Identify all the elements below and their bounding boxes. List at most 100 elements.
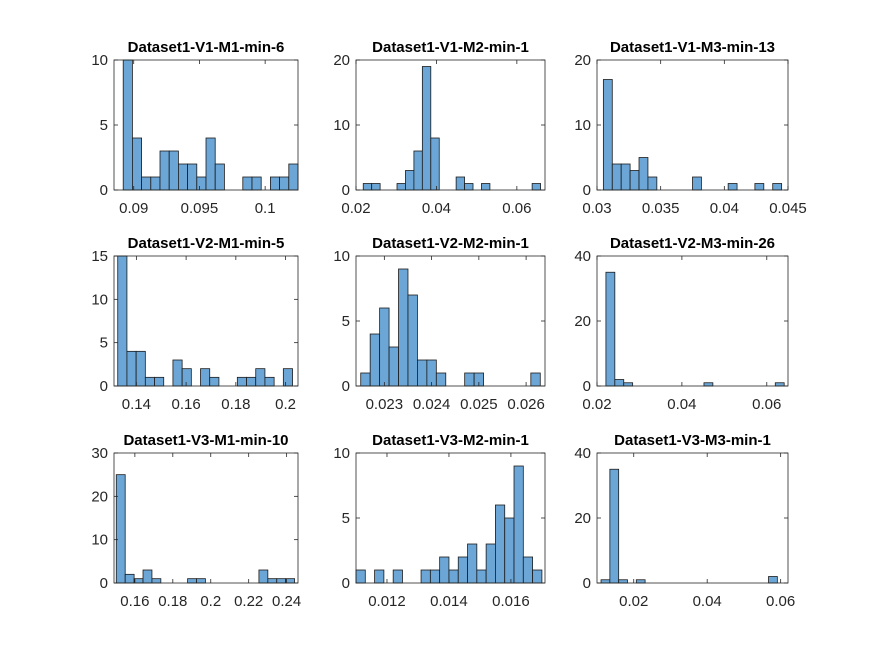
histogram-bar — [141, 176, 152, 191]
histogram-bar — [258, 569, 269, 584]
histogram-bar — [485, 543, 496, 584]
histogram-bar — [774, 382, 785, 387]
histogram-bar — [168, 150, 179, 191]
x-tick-label: 0.1 — [255, 200, 276, 217]
subplot-title: Dataset1-V2-M1-min-5 — [128, 235, 285, 252]
histogram-bar — [611, 163, 622, 191]
histogram-bar — [638, 157, 649, 191]
x-tick-label: 0.24 — [272, 593, 301, 610]
histogram-bar — [727, 183, 738, 191]
histogram-bar — [464, 183, 474, 191]
y-tick-label: 0 — [342, 378, 350, 395]
histogram-bar — [177, 163, 188, 191]
subplot-1: 0.09 0.095 0.1 0 5 10 Dataset1-V1-M1-min-6 — [91, 39, 299, 217]
x-tick-label: 0.18 — [158, 593, 187, 610]
histogram-bar — [236, 376, 247, 387]
y-tick-label: 10 — [333, 248, 350, 265]
y-tick-label: 10 — [91, 291, 108, 308]
y-tick-label: 20 — [333, 52, 350, 69]
x-tick-label: 0.16 — [172, 396, 201, 413]
histogram-bar — [618, 579, 628, 584]
histogram-bar — [279, 176, 290, 191]
histogram-bar — [439, 556, 450, 584]
histogram-bar — [768, 576, 778, 584]
histogram-bar — [117, 255, 128, 387]
histogram-bar — [122, 59, 133, 191]
histogram-bar — [255, 368, 266, 387]
histogram-bar — [214, 163, 225, 191]
histogram-bar — [629, 170, 640, 191]
histogram-bar — [144, 376, 155, 387]
y-tick-label: 0 — [342, 575, 350, 592]
histogram-bar — [420, 569, 431, 584]
histogram-bar — [205, 137, 216, 191]
histogram-bar — [417, 359, 428, 387]
x-tick-label: 0.03 — [582, 200, 611, 217]
y-tick-label: 0 — [583, 378, 591, 395]
histogram-bar — [246, 376, 257, 387]
y-tick-label: 5 — [342, 313, 350, 330]
histogram-bar — [196, 578, 206, 584]
subplot-2: 0.02 0.04 0.06 0 10 20 Dataset1-V1-M2-min-1 — [333, 39, 546, 217]
x-tick-label: 0.2 — [200, 593, 221, 610]
y-tick-label: 15 — [91, 248, 108, 265]
histogram-bar — [600, 579, 611, 584]
histogram-bar — [288, 163, 299, 191]
subplot-3: 0.03 0.035 0.04 0.045 0 10 20 Dataset1-V1-M3-mi… — [574, 39, 806, 217]
histogram-bar — [196, 176, 207, 191]
subplot-9: 0.02 0.04 0.06 0 20 40 Dataset1-V3-M3-min-1 — [574, 432, 795, 610]
plot-area — [597, 453, 788, 583]
histogram-bar — [481, 183, 491, 191]
histogram-bar — [605, 271, 616, 387]
histogram-bar — [276, 578, 287, 584]
histogram-bar — [371, 183, 381, 191]
y-tick-label: 5 — [100, 335, 108, 352]
x-tick-label: 0.16 — [120, 593, 149, 610]
x-tick-label: 0.18 — [221, 396, 250, 413]
y-tick-label: 10 — [574, 117, 591, 134]
histogram-bar — [623, 382, 634, 387]
histogram-bar — [131, 137, 142, 191]
histogram-bar — [355, 569, 366, 584]
histogram-bar — [530, 372, 541, 387]
histogram-bar — [124, 573, 135, 584]
histogram-bar — [181, 368, 192, 387]
x-tick-label: 0.024 — [413, 396, 451, 413]
histogram-bar — [467, 543, 478, 584]
x-tick-label: 0.22 — [234, 593, 263, 610]
histogram-bar — [464, 372, 475, 387]
subplot-title: Dataset1-V1-M3-min-13 — [610, 39, 775, 56]
histogram-bar — [476, 569, 487, 584]
histogram-bar — [360, 372, 371, 387]
histogram-bar — [513, 465, 524, 584]
histogram-bar — [135, 350, 146, 387]
histogram-bar — [187, 578, 197, 584]
x-tick-label: 0.04 — [667, 396, 696, 413]
y-tick-label: 20 — [574, 510, 591, 527]
histogram-bar — [126, 350, 137, 387]
histogram-bar — [448, 569, 459, 584]
x-tick-label: 0.06 — [752, 396, 781, 413]
histogram-bar — [457, 556, 468, 584]
histogram-bar — [151, 578, 162, 584]
histogram-bar — [396, 183, 406, 191]
histogram-bar — [133, 578, 144, 584]
axes-frame — [113, 452, 299, 584]
histogram-bar — [251, 176, 262, 191]
y-tick-label: 10 — [333, 117, 350, 134]
plot-area — [597, 256, 788, 386]
histogram-bar — [455, 176, 465, 191]
histogram-bar — [187, 163, 198, 191]
subplot-6: 0.02 0.04 0.06 0 20 40 Dataset1-V2-M3-min-26 — [574, 235, 789, 413]
histogram-bar — [362, 183, 373, 191]
y-tick-label: 0 — [583, 182, 591, 199]
histogram-bar — [413, 150, 423, 191]
x-tick-label: 0.012 — [368, 593, 406, 610]
histogram-bar — [398, 268, 409, 387]
histogram-bar — [407, 294, 418, 387]
subplot-8: 0.012 0.014 0.016 0 5 10 Dataset1-V3-M2-min-1 — [333, 432, 546, 610]
histogram-bar — [692, 176, 702, 191]
subplot-title: Dataset1-V3-M2-min-1 — [372, 432, 529, 449]
subplot-4: 0.14 0.16 0.18 0.2 0 5 10 15 Dataset1-V2-M1-min-… — [91, 235, 299, 413]
